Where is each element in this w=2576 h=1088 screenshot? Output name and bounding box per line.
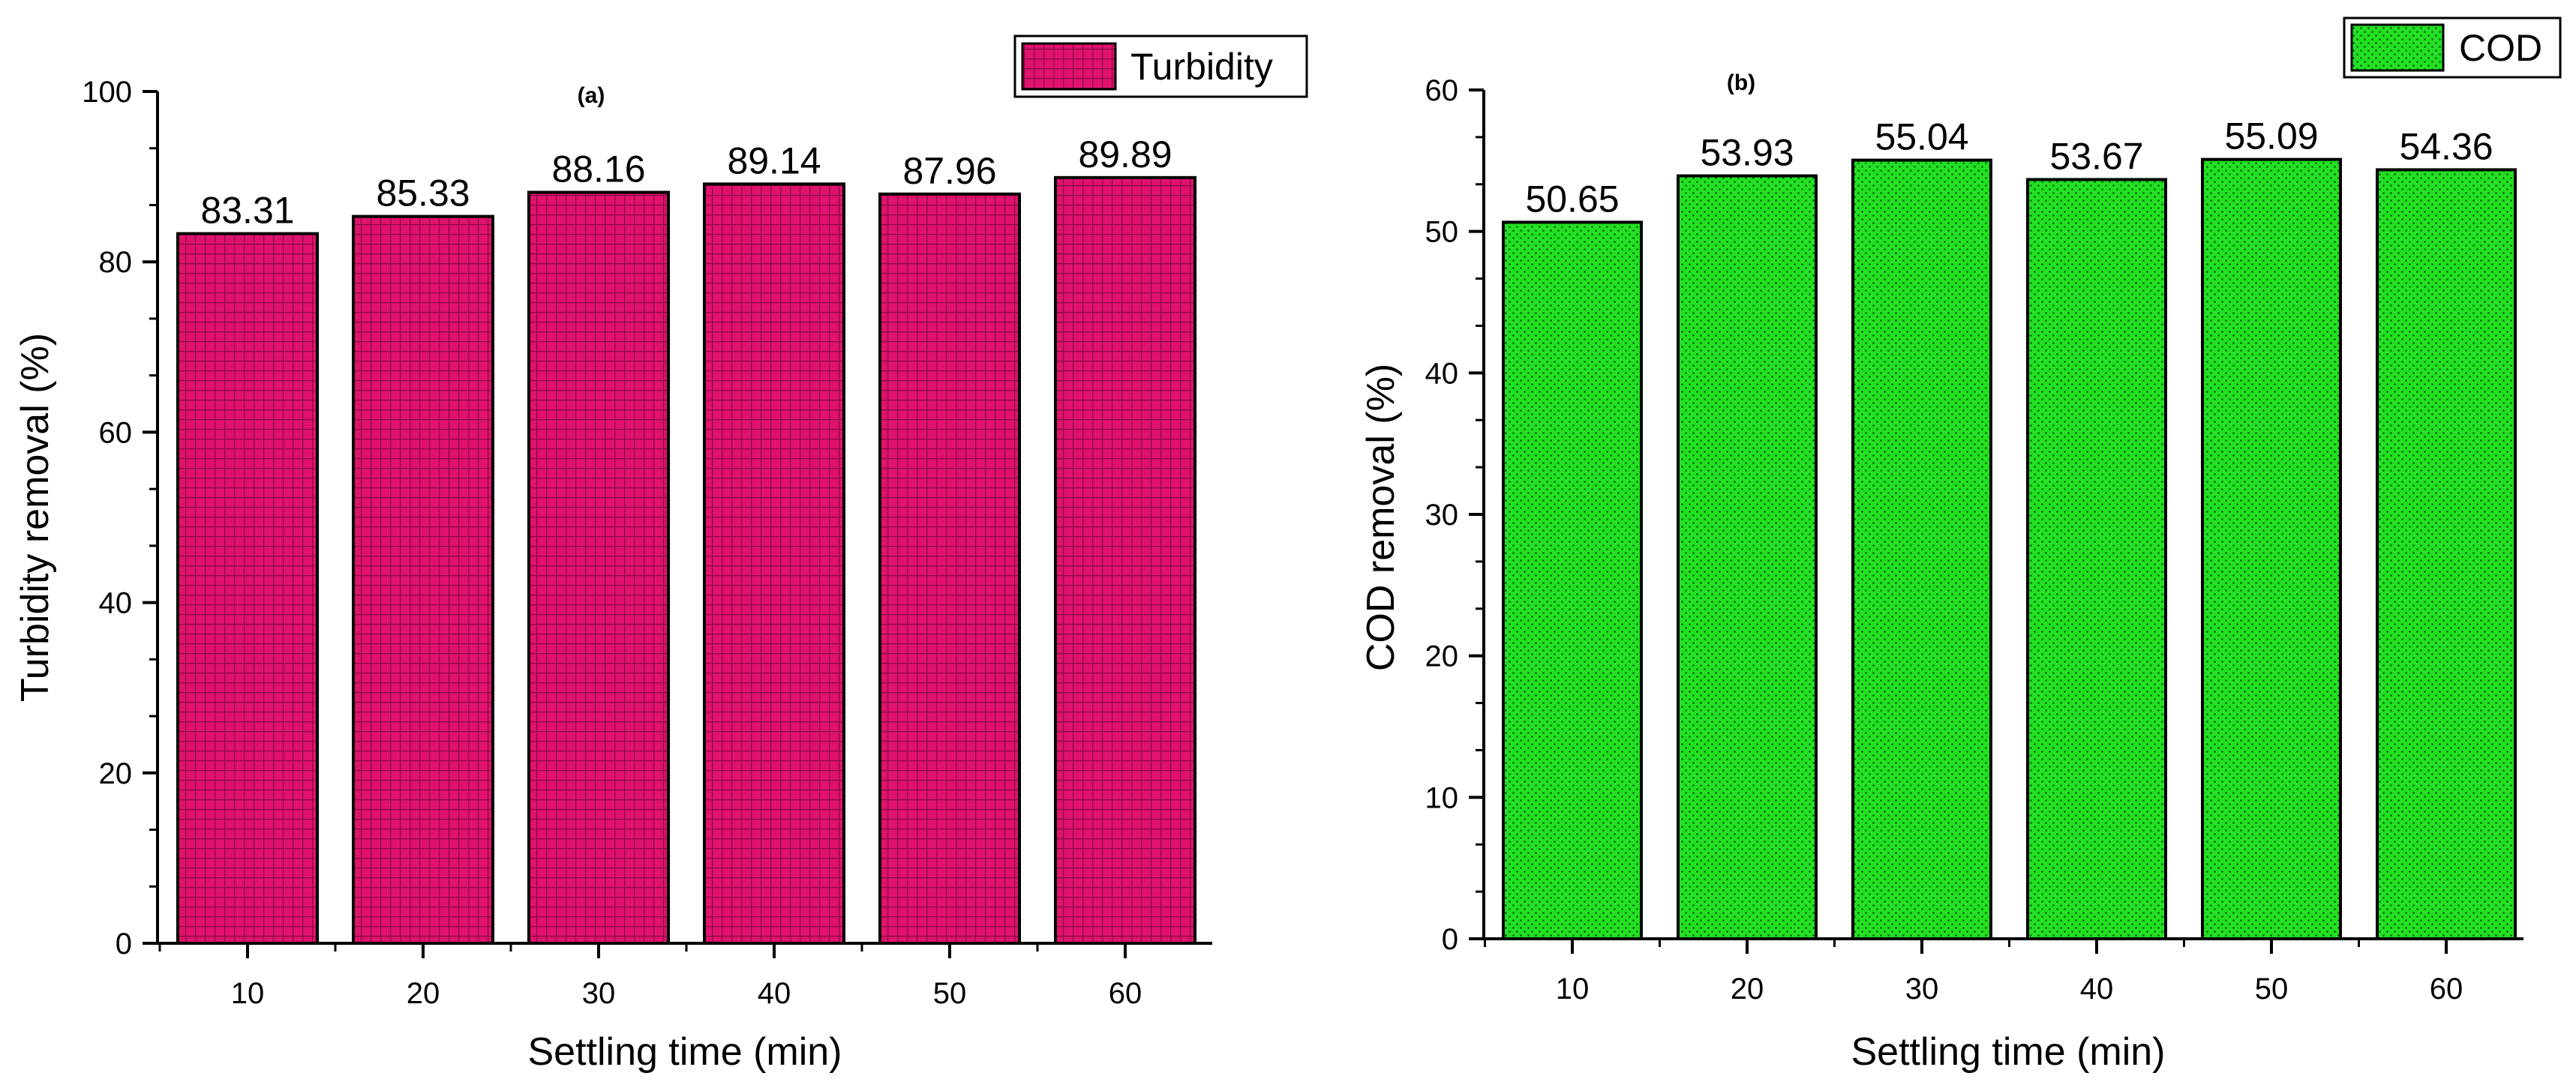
y-tick-label: 20 bbox=[1425, 640, 1459, 673]
bar bbox=[176, 232, 319, 945]
x-tick-label: 20 bbox=[1731, 973, 1764, 1006]
bar bbox=[878, 192, 1021, 945]
bar-value-label: 88.16 bbox=[551, 148, 645, 190]
panel-label-b: (b) bbox=[1727, 70, 1755, 95]
x-tick-label: 60 bbox=[1109, 977, 1142, 1010]
panel-label-a: (a) bbox=[578, 83, 605, 108]
x-axis-title: Settling time (min) bbox=[528, 1030, 842, 1074]
x-tick-label: 10 bbox=[1556, 973, 1590, 1006]
bar bbox=[2376, 168, 2517, 941]
x-axis-title: Settling time (min) bbox=[1851, 1030, 2166, 1074]
x-tick-label: 40 bbox=[2080, 973, 2114, 1006]
legend: Turbidity bbox=[1013, 34, 1308, 98]
bar bbox=[1677, 174, 1818, 940]
bar-value-label: 55.04 bbox=[1875, 116, 1968, 158]
legend-swatch bbox=[1021, 42, 1117, 91]
bar bbox=[527, 190, 670, 946]
y-tick-label: 0 bbox=[1442, 923, 1458, 956]
legend-label: Turbidity bbox=[1130, 46, 1273, 88]
bar-value-label: 89.89 bbox=[1078, 133, 1172, 175]
y-tick-label: 60 bbox=[99, 416, 133, 449]
y-tick-label: 40 bbox=[1425, 357, 1459, 390]
bar-series-cod: 50.65 53.93 55.04 53.67 55.09 54.36 bbox=[1502, 115, 2517, 941]
x-axis-ticks: 10 20 30 40 50 60 bbox=[158, 943, 1142, 1010]
bar-value-label: 89.14 bbox=[727, 139, 821, 181]
chart-panel-cod: (b) 0 10 20 30 40 50 60 50.65 53.93 55.04 53.67 55… bbox=[1359, 16, 2562, 1074]
y-tick-label: 20 bbox=[99, 757, 133, 790]
bar-value-label: 85.33 bbox=[376, 172, 470, 214]
bar bbox=[2026, 178, 2167, 940]
bar-value-label: 53.93 bbox=[1700, 132, 1794, 174]
y-tick-label: 60 bbox=[1425, 74, 1459, 107]
bar-value-label: 50.65 bbox=[1525, 178, 1619, 220]
chart-panel-turbidity: (a) 0 20 40 60 80 100 83.31 85.33 88.16 89.14 87.… bbox=[14, 34, 1308, 1074]
y-tick-label: 40 bbox=[99, 587, 133, 620]
x-tick-label: 60 bbox=[2430, 973, 2463, 1006]
bar-series-turbidity: 83.31 85.33 88.16 89.14 87.96 89.89 bbox=[176, 133, 1196, 946]
y-tick-label: 50 bbox=[1425, 216, 1459, 249]
legend: COD bbox=[2343, 16, 2562, 79]
bar bbox=[1502, 220, 1643, 940]
y-tick-label: 100 bbox=[82, 76, 132, 109]
bar bbox=[703, 182, 845, 945]
bar-value-label: 87.96 bbox=[902, 150, 996, 192]
bar bbox=[1851, 158, 1992, 941]
y-tick-label: 10 bbox=[1425, 781, 1459, 814]
bar-value-label: 54.36 bbox=[2399, 125, 2493, 167]
y-axis-ticks: 0 10 20 30 40 50 60 bbox=[1425, 74, 1484, 956]
x-tick-label: 40 bbox=[758, 977, 791, 1010]
bar bbox=[2201, 157, 2342, 940]
bar-value-label: 83.31 bbox=[200, 190, 294, 232]
legend-swatch bbox=[2350, 23, 2445, 72]
y-axis-title: Turbidity removal (%) bbox=[14, 333, 57, 702]
bar-value-label: 55.09 bbox=[2224, 115, 2318, 157]
x-tick-label: 50 bbox=[933, 977, 967, 1010]
legend-label: COD bbox=[2459, 27, 2542, 69]
bar-value-label: 53.67 bbox=[2049, 135, 2143, 177]
y-axis-title: COD removal (%) bbox=[1359, 364, 1403, 671]
x-tick-label: 30 bbox=[582, 977, 616, 1010]
x-tick-label: 20 bbox=[407, 977, 440, 1010]
y-tick-label: 30 bbox=[1425, 499, 1459, 532]
x-tick-label: 50 bbox=[2255, 973, 2289, 1006]
bar bbox=[1054, 175, 1196, 945]
x-tick-label: 30 bbox=[1905, 973, 1939, 1006]
x-tick-label: 10 bbox=[231, 977, 265, 1010]
y-axis-ticks: 0 20 40 60 80 100 bbox=[82, 76, 158, 961]
y-tick-label: 80 bbox=[99, 246, 133, 279]
y-tick-label: 0 bbox=[116, 928, 132, 961]
x-axis-ticks: 10 20 30 40 50 60 bbox=[1484, 939, 2463, 1006]
bar bbox=[352, 214, 494, 946]
